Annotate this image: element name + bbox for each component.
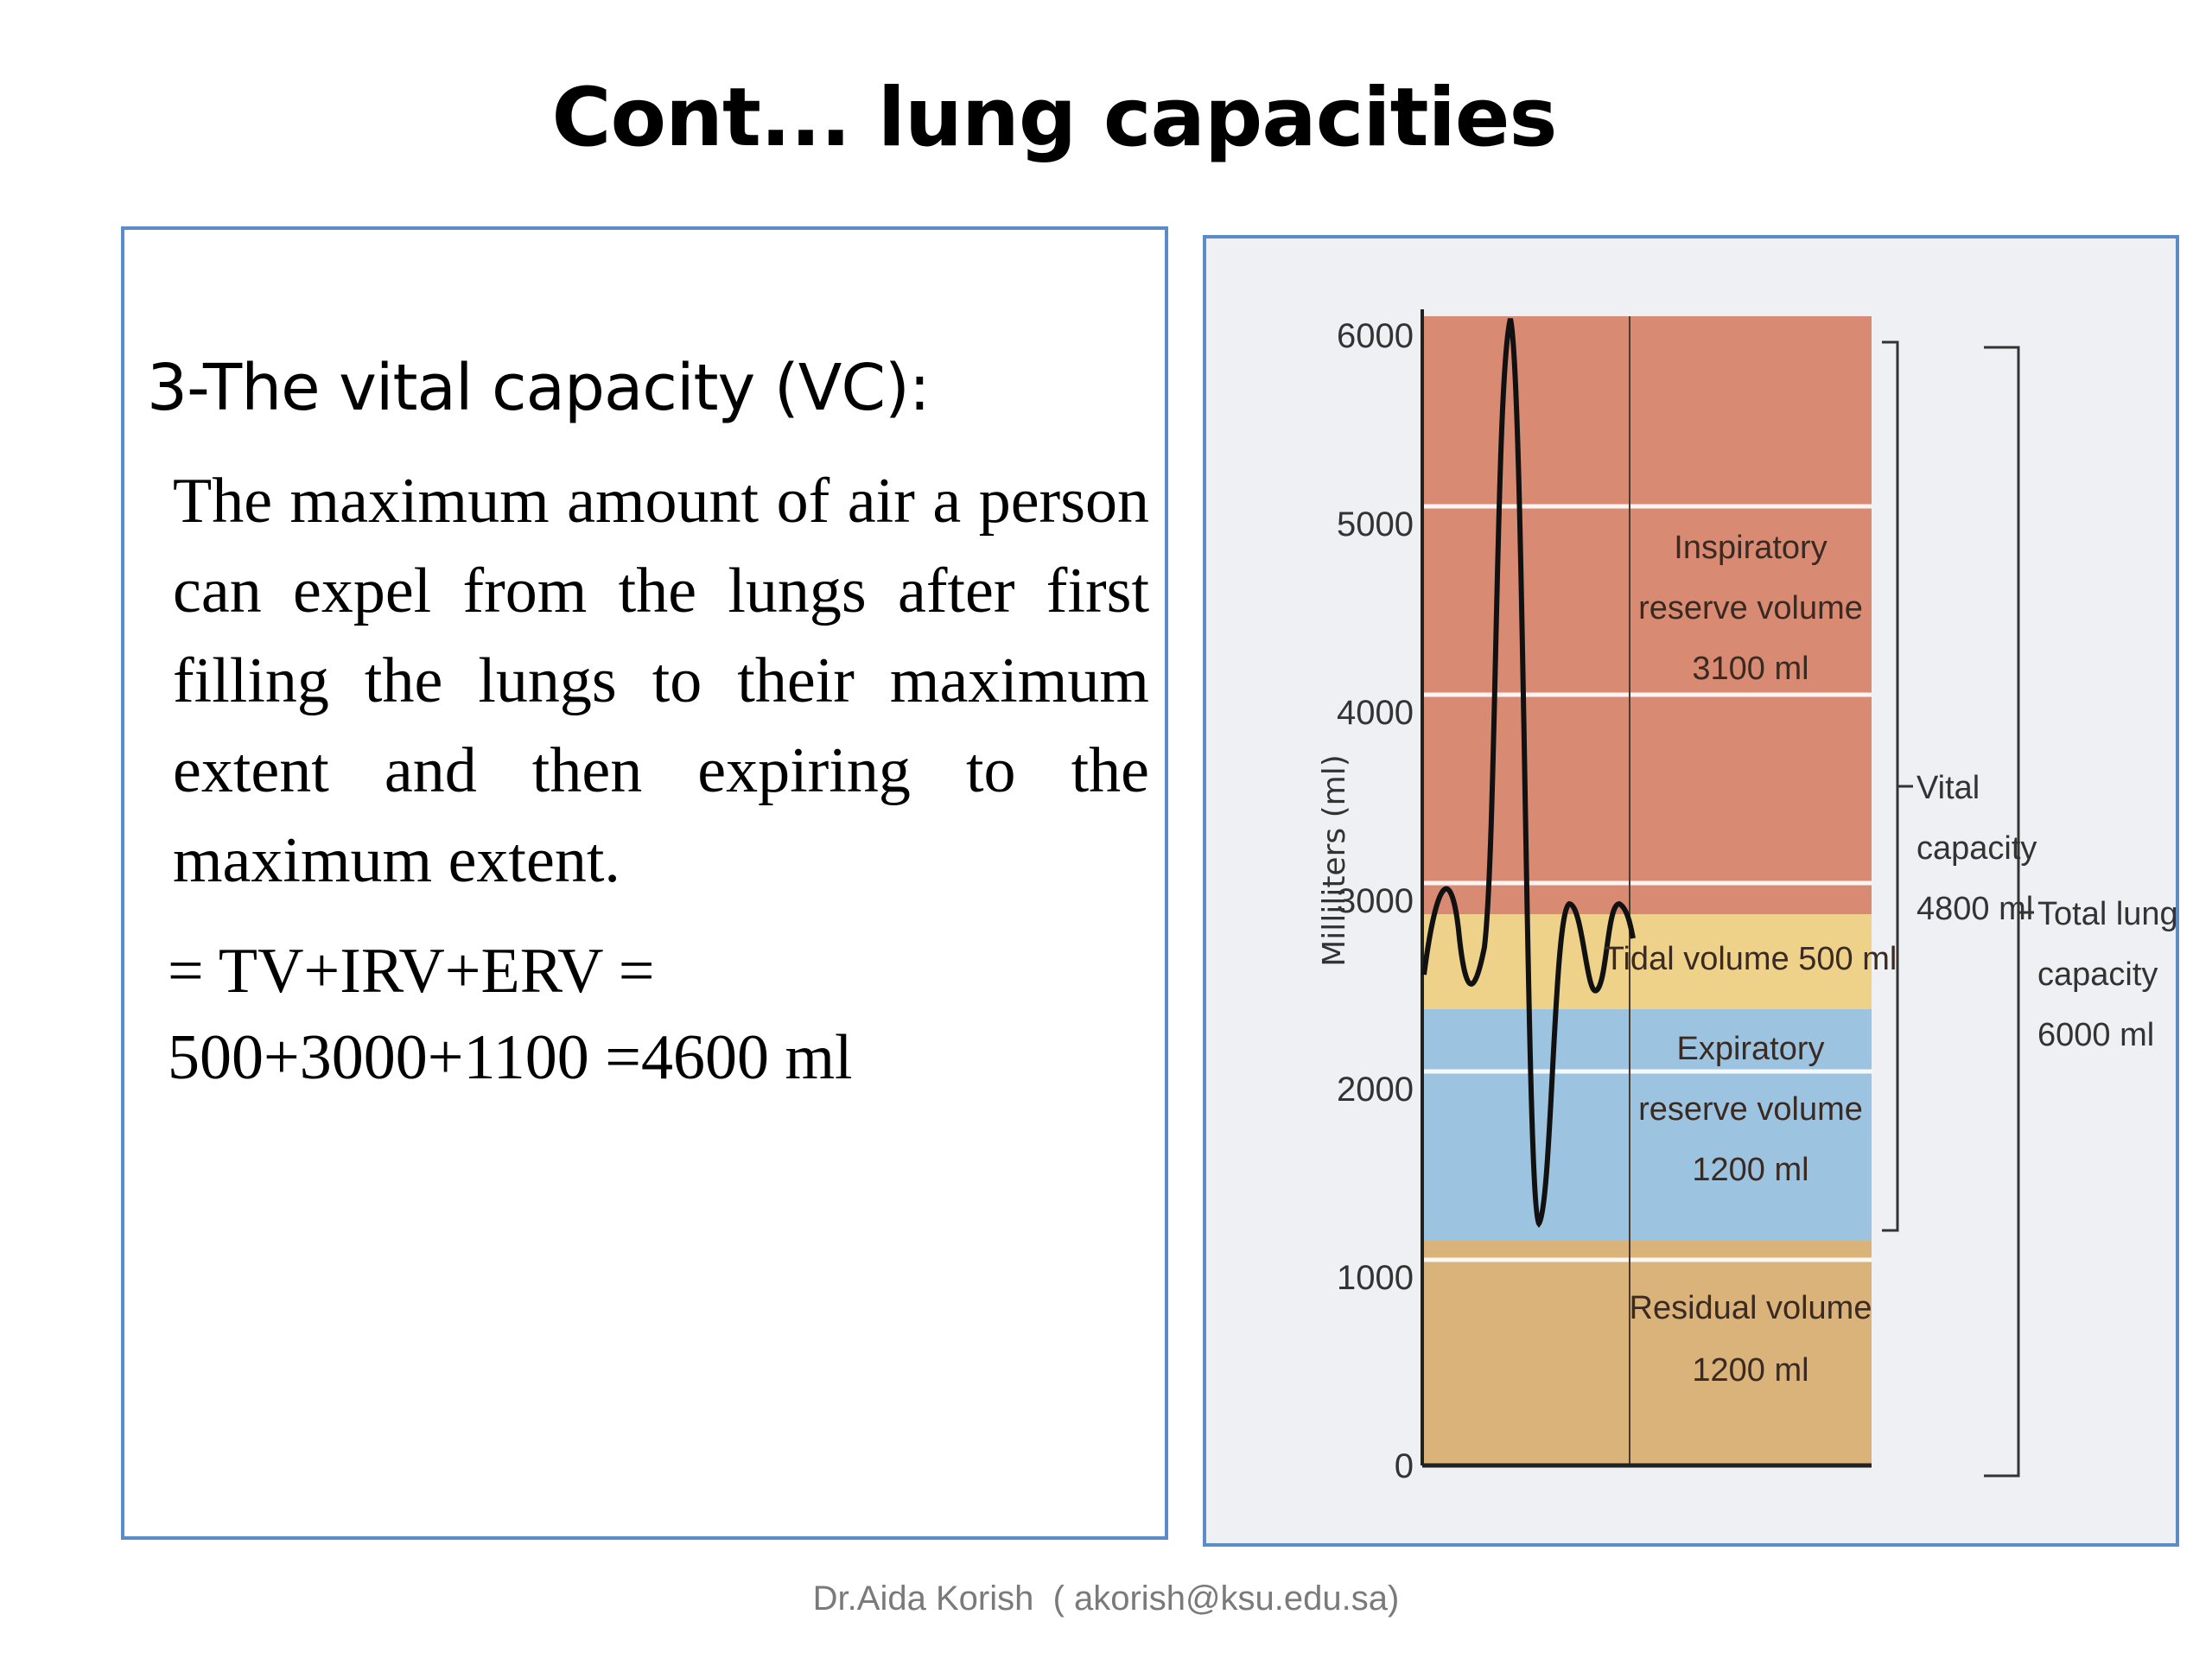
tidal-volume-label: Tidal volume 500 ml xyxy=(1605,941,1897,977)
y-tick-3000: 3000 xyxy=(1337,882,1414,920)
y-tick-4000: 4000 xyxy=(1337,694,1414,732)
band-tidal-volume xyxy=(1422,914,1872,1009)
footer-author: Dr.Aida Korish xyxy=(812,1580,1034,1618)
erv-label-line2: reserve volume xyxy=(1638,1091,1863,1128)
footer-email: ( akorish@ksu.edu.sa) xyxy=(1052,1580,1400,1618)
vital-capacity-line3: 4800 ml xyxy=(1916,891,2033,927)
y-axis-label: Milliliters (ml) xyxy=(1317,754,1352,967)
lung-volume-diagram: 0 1000 2000 3000 4000 5000 6000 Millilit… xyxy=(1206,238,2176,1543)
vital-capacity-line1: Vital xyxy=(1916,770,1980,806)
y-tick-1000: 1000 xyxy=(1337,1259,1414,1297)
y-tick-6000: 6000 xyxy=(1337,317,1414,355)
total-capacity-line2: capacity xyxy=(2037,957,2158,993)
rv-label-line2: 1200 ml xyxy=(1692,1352,1808,1389)
slide-title: Cont... lung capacities xyxy=(551,71,1557,165)
rv-label-line1: Residual volume xyxy=(1630,1290,1872,1326)
formula-line-1: = TV+IRV+ERV = xyxy=(168,936,655,1007)
irv-label-line3: 3100 ml xyxy=(1692,651,1808,687)
band-residual-volume xyxy=(1422,1241,1872,1465)
formula-line-2: 500+3000+1100 =4600 ml xyxy=(168,1022,853,1093)
band-expiratory-reserve xyxy=(1422,1009,1872,1241)
total-capacity-line1: Total lung xyxy=(2037,896,2176,932)
footer: Dr.Aida Korish ( akorish@ksu.edu.sa) xyxy=(0,1580,2212,1618)
erv-label-line1: Expiratory xyxy=(1676,1031,1824,1067)
irv-label-line1: Inspiratory xyxy=(1674,530,1827,566)
y-tick-5000: 5000 xyxy=(1337,505,1414,543)
total-capacity-line3: 6000 ml xyxy=(2037,1017,2154,1053)
definition-paragraph: The maximum amount of air a person can e… xyxy=(173,466,1149,896)
spirometry-trace xyxy=(1421,318,1636,1229)
formula: = TV+IRV+ERV = 500+3000+1100 =4600 ml xyxy=(168,928,853,1101)
y-tick-0: 0 xyxy=(1395,1447,1414,1485)
irv-label-line2: reserve volume xyxy=(1638,590,1863,626)
erv-label-line3: 1200 ml xyxy=(1692,1152,1808,1188)
y-tick-2000: 2000 xyxy=(1337,1071,1414,1109)
vital-capacity-line2: capacity xyxy=(1916,830,2037,867)
section-heading: 3-The vital capacity (VC): xyxy=(147,351,931,425)
text-panel: 3-The vital capacity (VC): The maximum a… xyxy=(121,226,1168,1540)
lung-volume-figure: 0 1000 2000 3000 4000 5000 6000 Millilit… xyxy=(1203,235,2179,1547)
